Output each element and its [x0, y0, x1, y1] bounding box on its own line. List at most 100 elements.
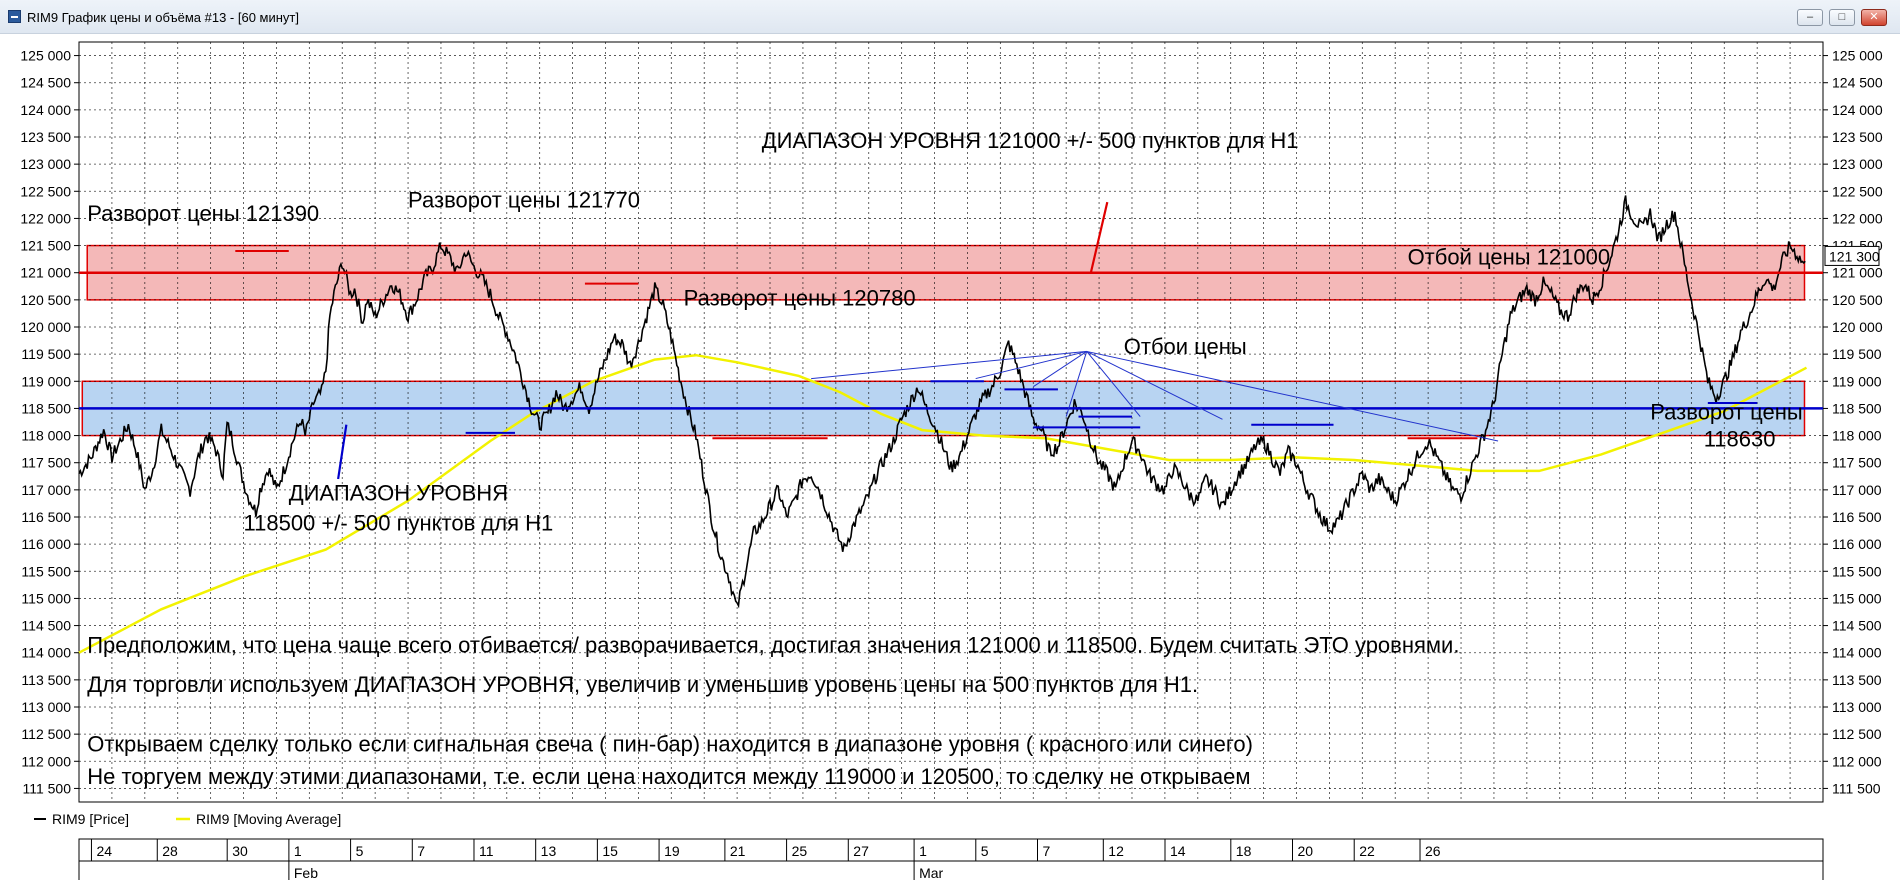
- date-tick-label: 20: [1298, 843, 1314, 859]
- date-tick-label: 1: [294, 843, 302, 859]
- date-axis: [78, 838, 1824, 880]
- fan-line: [1065, 351, 1088, 417]
- chart-annotation: Предположим, что цена чаще всего отбивае…: [87, 633, 1459, 658]
- chart-annotation: Не торгуем между этими диапазонами, т.е.…: [87, 764, 1250, 789]
- y-tick-label-left: 119 500: [21, 346, 71, 362]
- y-tick-label-left: 122 000: [20, 210, 71, 226]
- y-tick-label-left: 123 000: [20, 156, 71, 172]
- minimize-button[interactable]: –: [1797, 9, 1823, 26]
- y-tick-label-left: 112 000: [21, 753, 71, 769]
- y-tick-label-right: 119 000: [1832, 373, 1882, 389]
- y-tick-label-right: 116 500: [1832, 509, 1882, 525]
- y-tick-label-right: 113 500: [1832, 672, 1882, 688]
- window-title: RIM9 График цены и объёма #13 - [60 мину…: [27, 10, 299, 25]
- app-icon: [8, 10, 21, 23]
- y-tick-label-left: 121 500: [20, 238, 71, 254]
- moving-average-line: [78, 353, 1808, 654]
- date-tick-label: 1: [919, 843, 927, 859]
- y-tick-label-left: 116 500: [21, 509, 71, 525]
- legend-ma-label: RIM9 [Moving Average]: [196, 811, 341, 827]
- y-tick-label-right: 119 500: [1832, 346, 1882, 362]
- date-tick-label: 12: [1108, 843, 1124, 859]
- price-chart: 125 000 125 000 124 500 124 500 124 000 124 0…: [0, 34, 1900, 880]
- chart-annotation: Отбой цены 121000: [1408, 245, 1611, 270]
- y-tick-label-right: 124 000: [1832, 102, 1883, 118]
- y-tick-label-left: 121 000: [20, 265, 71, 281]
- y-tick-label-left: 123 500: [20, 129, 71, 145]
- close-button[interactable]: ✕: [1861, 9, 1887, 26]
- annotation-pointer-red: [1089, 201, 1109, 273]
- current-price-label: 121 300: [1829, 248, 1880, 264]
- chart-annotation: Открываем сделку только если сигнальная …: [87, 732, 1253, 757]
- date-tick-label: 28: [162, 843, 178, 859]
- y-tick-label-left: 118 500: [21, 400, 71, 416]
- fan-line: [1086, 350, 1499, 442]
- y-tick-label-left: 116 000: [21, 536, 71, 552]
- y-tick-label-left: 112 500: [21, 726, 71, 742]
- price-line: [78, 195, 1806, 609]
- y-tick-label-left: 120 000: [20, 319, 71, 335]
- date-tick-label: 27: [853, 843, 869, 859]
- date-tick-label: 18: [1236, 843, 1252, 859]
- y-tick-label-right: 112 500: [1832, 726, 1882, 742]
- chart-annotation: Разворот цены 121770: [408, 188, 640, 213]
- chart-annotation: Для торговли используем ДИАПАЗОН УРОВНЯ,…: [87, 672, 1198, 697]
- y-tick-label-right: 121 000: [1832, 265, 1883, 281]
- date-tick-label: 25: [792, 843, 808, 859]
- y-tick-label-left: 118 000: [21, 428, 71, 444]
- chart-annotation: Отбои цены: [1124, 334, 1247, 359]
- y-tick-label-left: 122 500: [20, 183, 71, 199]
- y-tick-label-right: 117 000: [1832, 482, 1882, 498]
- date-tick-label: 5: [981, 843, 989, 859]
- fan-line: [811, 350, 1087, 380]
- y-tick-label-right: 123 000: [1832, 156, 1883, 172]
- y-tick-label-left: 113 500: [21, 672, 71, 688]
- y-tick-label-left: 125 000: [20, 48, 71, 64]
- y-tick-label-right: 114 500: [1832, 618, 1882, 634]
- fan-line: [975, 350, 1087, 380]
- chart-annotation: Разворот цены 121390: [87, 201, 319, 226]
- y-tick-label-right: 115 500: [1832, 563, 1882, 579]
- y-tick-label-right: 118 000: [1832, 428, 1882, 444]
- chart-annotation: ДИАПАЗОН УРОВНЯ: [289, 481, 508, 506]
- month-label: Feb: [294, 865, 318, 880]
- y-tick-label-right: 122 500: [1832, 183, 1883, 199]
- annotation-pointer-blue: [337, 424, 348, 480]
- y-tick-label-left: 124 500: [20, 75, 71, 91]
- y-tick-label-left: 120 500: [20, 292, 71, 308]
- chart-annotation: Разворот цены: [1650, 399, 1802, 424]
- date-tick-label: 30: [232, 843, 248, 859]
- date-tick-label: 11: [479, 843, 494, 859]
- y-tick-label-left: 119 000: [21, 373, 71, 389]
- y-tick-label-left: 114 500: [21, 618, 71, 634]
- date-tick-label: 15: [602, 843, 618, 859]
- date-tick-label: 7: [1042, 843, 1050, 859]
- date-tick-label: 19: [664, 843, 680, 859]
- y-tick-label-right: 123 500: [1832, 129, 1883, 145]
- y-tick-label-right: 120 500: [1832, 292, 1883, 308]
- y-tick-label-left: 114 000: [21, 645, 71, 661]
- y-tick-label-left: 113 000: [21, 699, 71, 715]
- date-tick-label: 7: [417, 843, 425, 859]
- y-tick-label-right: 115 000: [1832, 590, 1882, 606]
- y-tick-label-right: 122 000: [1832, 210, 1883, 226]
- y-tick-label-right: 116 000: [1832, 536, 1882, 552]
- y-tick-label-right: 124 500: [1832, 75, 1883, 91]
- y-tick-label-right: 112 000: [1832, 753, 1882, 769]
- fan-line: [1032, 351, 1088, 388]
- y-tick-label-left: 117 000: [21, 482, 71, 498]
- legend-price-label: RIM9 [Price]: [52, 811, 129, 827]
- chart-annotation: 118630: [1704, 426, 1776, 451]
- date-tick-label: 21: [730, 843, 746, 859]
- y-tick-label-right: 118 500: [1832, 400, 1882, 416]
- maximize-button[interactable]: □: [1829, 9, 1855, 26]
- chart-annotation: ДИАПАЗОН УРОВНЯ 121000 +/- 500 пунктов д…: [762, 128, 1299, 153]
- y-tick-label-right: 111 500: [1832, 780, 1881, 796]
- y-tick-label-left: 115 000: [21, 590, 71, 606]
- y-tick-label-right: 125 000: [1832, 48, 1883, 64]
- date-tick-label: 26: [1425, 843, 1441, 859]
- current-price-box: [1824, 245, 1880, 266]
- y-tick-label-right: 120 000: [1832, 319, 1883, 335]
- y-tick-label-left: 124 000: [20, 102, 71, 118]
- date-tick-label: 14: [1170, 843, 1186, 859]
